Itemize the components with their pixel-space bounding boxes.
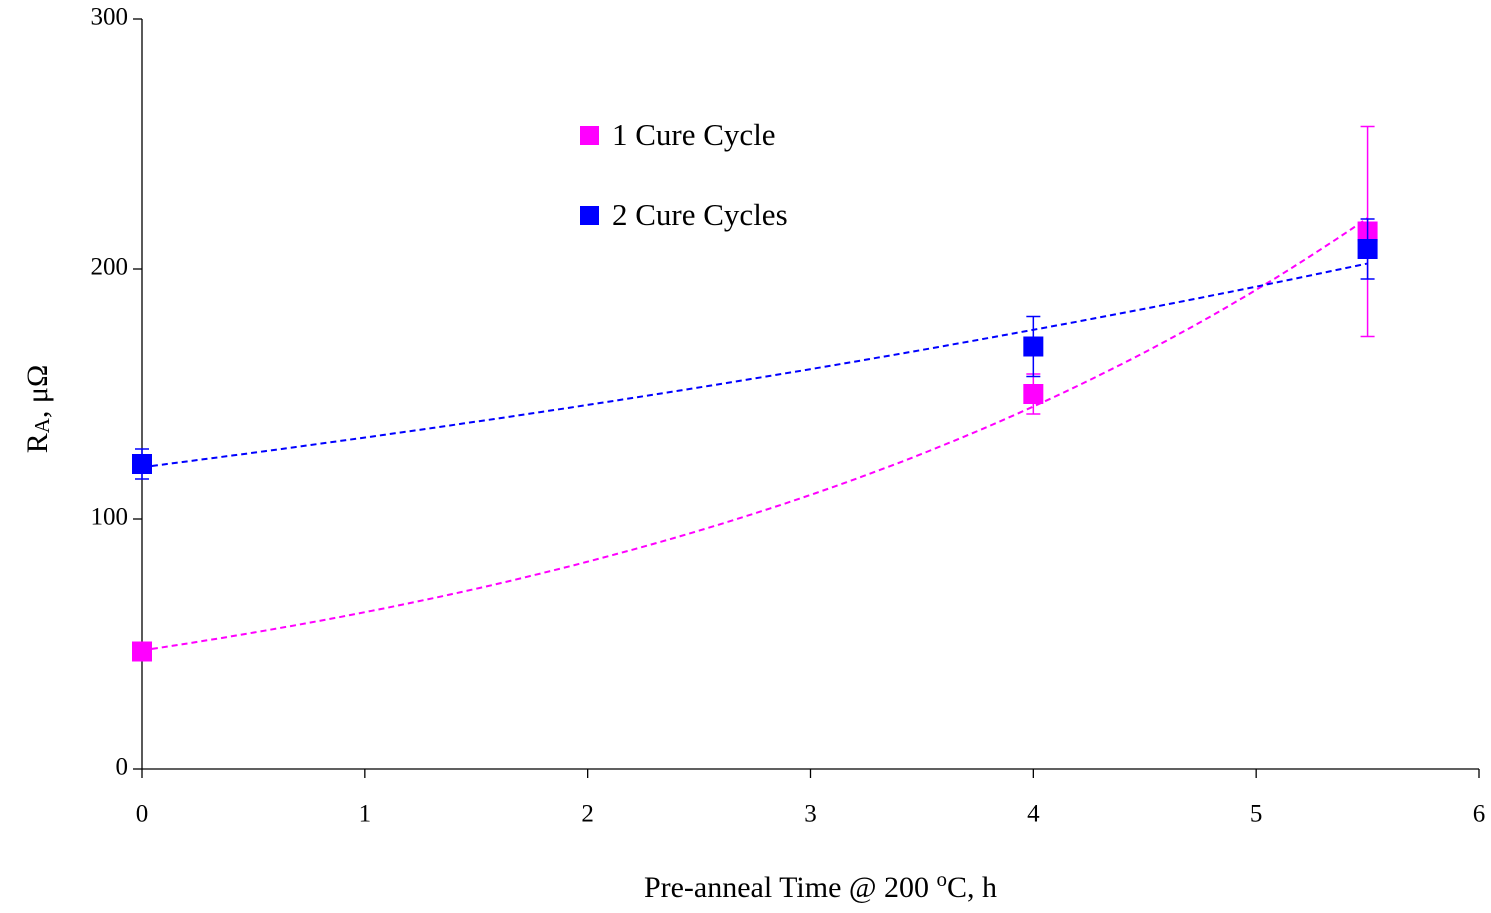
x-axis-title-part: Pre-anneal Time @ 200	[644, 871, 937, 904]
x-axis-title-part: C, h	[947, 871, 997, 904]
y-axis-title-part: , μΩ	[21, 365, 54, 418]
x-axis-title-part: o	[937, 867, 948, 891]
marker	[1357, 239, 1378, 259]
y-axis-title-part: A	[30, 417, 54, 433]
x-tick-label: 0	[136, 801, 149, 828]
x-tick-label: 1	[359, 801, 372, 828]
legend-label: 1 Cure Cycle	[612, 117, 776, 152]
trend-line	[141, 217, 1369, 652]
trend-line	[141, 262, 1368, 469]
y-tick-label: 200	[91, 254, 129, 281]
x-tick-label: 3	[804, 801, 817, 828]
y-axis-title-part: R	[21, 433, 54, 453]
y-axis-title: RA, μΩ	[21, 365, 54, 454]
x-axis-title: Pre-anneal Time @ 200 oC, h	[644, 867, 997, 903]
x-tick-label: 6	[1473, 801, 1486, 828]
y-tick-label: 300	[91, 4, 129, 31]
y-tick-label: 0	[116, 754, 129, 781]
x-tick-label: 5	[1250, 801, 1263, 828]
legend-marker	[580, 206, 599, 225]
y-tick-label: 100	[91, 504, 129, 531]
legend-label: 2 Cure Cycles	[612, 197, 788, 232]
marker	[132, 641, 152, 662]
marker	[1023, 384, 1044, 404]
x-tick-label: 2	[581, 801, 594, 828]
marker	[1023, 336, 1044, 357]
marker	[132, 454, 152, 474]
x-tick-label: 4	[1027, 801, 1040, 828]
legend-marker	[580, 126, 599, 145]
